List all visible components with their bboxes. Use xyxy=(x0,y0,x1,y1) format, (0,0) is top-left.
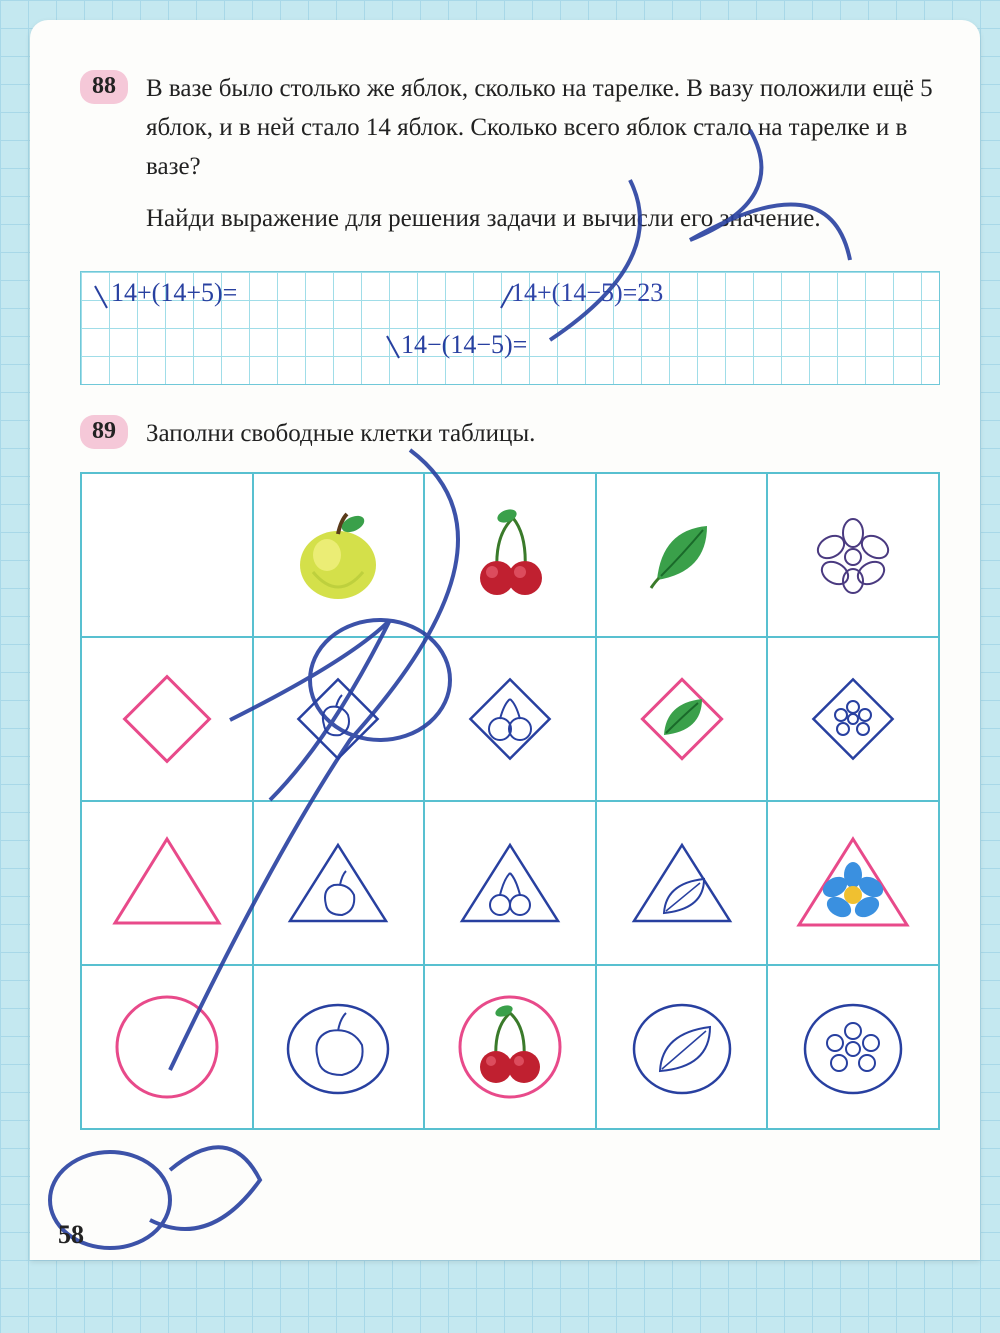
cell-triangle-flower-blue xyxy=(767,801,939,965)
task-88: 88 В вазе было столько же яблок, сколько… xyxy=(80,70,940,253)
apple-icon xyxy=(283,500,393,610)
table-row xyxy=(81,801,939,965)
hand-diamond-apple-icon xyxy=(268,649,408,789)
page-number: 58 xyxy=(58,1220,84,1250)
cell-triangle-cherries-hand xyxy=(424,801,596,965)
triangle-flower-icon xyxy=(783,813,923,953)
cell-leaf xyxy=(596,473,768,637)
hand-circle-flower-icon xyxy=(783,977,923,1117)
hand-triangle-cherries-icon xyxy=(440,813,580,953)
cell-apple xyxy=(253,473,425,637)
task-89-table xyxy=(80,472,940,1130)
hand-diamond-flower-icon xyxy=(783,649,923,789)
table-row xyxy=(81,637,939,801)
cell-circle-cherries xyxy=(424,965,596,1129)
circle-cherries-icon xyxy=(440,977,580,1117)
task-89: 89 Заполни свободные клетки таблицы. xyxy=(80,415,940,454)
cell-diamond-leaf xyxy=(596,637,768,801)
cell-circle-leaf-hand xyxy=(596,965,768,1129)
cell-cherries xyxy=(424,473,596,637)
task-88-text1: В вазе было столько же яблок, сколько на… xyxy=(146,70,940,186)
cell-flower xyxy=(767,473,939,637)
flower-outline-icon xyxy=(803,505,903,605)
cell-triangle-leaf-hand xyxy=(596,801,768,965)
hand-triangle-apple-icon xyxy=(268,813,408,953)
hand-diamond-cherries-icon xyxy=(440,649,580,789)
table-row xyxy=(81,473,939,637)
workbook-page: 88 В вазе было столько же яблок, сколько… xyxy=(30,20,980,1260)
task-88-body: В вазе было столько же яблок, сколько на… xyxy=(146,70,940,253)
cherries-icon xyxy=(455,500,565,610)
cell-blank xyxy=(81,473,253,637)
eq-2: 14+(14−5)=23 xyxy=(511,278,663,308)
cell-diamond xyxy=(81,637,253,801)
cell-circle xyxy=(81,965,253,1129)
hand-circle-leaf-icon xyxy=(612,977,752,1117)
task-89-text: Заполни свободные клетки таблицы. xyxy=(146,415,535,454)
cell-circle-apple-hand xyxy=(253,965,425,1129)
triangle-icon xyxy=(97,813,237,953)
task-89-badge: 89 xyxy=(80,415,128,449)
diamond-leaf-icon xyxy=(612,649,752,789)
eq-1: 14+(14+5)= xyxy=(111,278,237,308)
diamond-icon xyxy=(97,649,237,789)
task-88-answer-grid: 14+(14+5)= 14+(14−5)=23 14−(14−5)= xyxy=(80,271,940,385)
cell-circle-flower-hand xyxy=(767,965,939,1129)
cell-diamond-cherries-hand xyxy=(424,637,596,801)
eq-3: 14−(14−5)= xyxy=(401,330,527,360)
hand-circle-apple-icon xyxy=(268,977,408,1117)
task-88-badge: 88 xyxy=(80,70,128,104)
cell-triangle-apple-hand xyxy=(253,801,425,965)
task-88-text2: Найди выражение для решения задачи и выч… xyxy=(146,200,940,239)
cell-diamond-flower-hand xyxy=(767,637,939,801)
cell-diamond-apple-hand xyxy=(253,637,425,801)
circle-icon xyxy=(97,977,237,1117)
hand-triangle-leaf-icon xyxy=(612,813,752,953)
leaf-icon xyxy=(627,500,737,610)
cell-triangle xyxy=(81,801,253,965)
table-row xyxy=(81,965,939,1129)
